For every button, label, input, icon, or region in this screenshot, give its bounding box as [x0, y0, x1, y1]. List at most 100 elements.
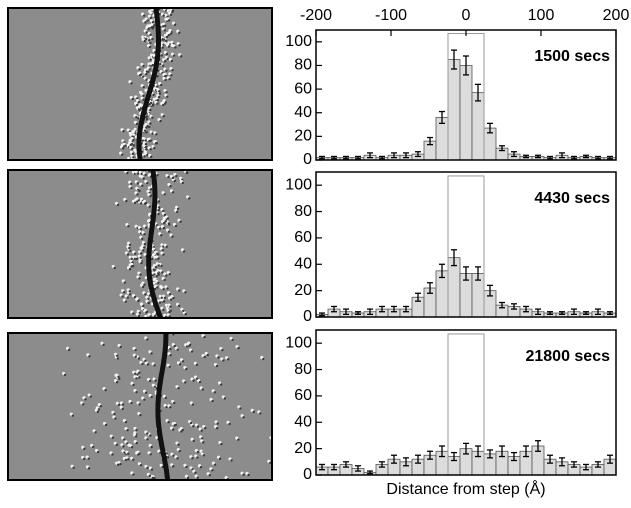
adatom-shadow	[169, 298, 173, 301]
adatom-shadow	[142, 85, 145, 89]
adatom-shadow	[148, 474, 152, 478]
adatom-shadow	[215, 364, 219, 368]
adatom-shadow	[213, 391, 216, 394]
adatom-shadow	[139, 107, 143, 110]
adatom-shadow	[185, 171, 189, 174]
adatom-shadow	[200, 437, 204, 440]
adatom-shadow	[142, 64, 145, 68]
error-bar	[427, 282, 433, 294]
adatom-shadow	[157, 206, 161, 209]
adatom-shadow	[133, 252, 137, 255]
adatom-shadow	[172, 465, 175, 468]
image-background	[8, 333, 272, 480]
adatom-shadow	[142, 304, 145, 308]
adatom-shadow	[200, 429, 203, 432]
error-bar	[535, 154, 541, 159]
adatom-shadow	[157, 264, 160, 267]
adatom-shadow	[164, 220, 167, 223]
adatom-shadow	[175, 174, 178, 178]
adatom-shadow	[104, 423, 108, 427]
adatom-shadow	[173, 23, 177, 26]
adatom-shadow	[148, 379, 152, 383]
adatom-shadow	[211, 399, 214, 403]
adatom-shadow	[196, 425, 200, 428]
error-bar	[607, 311, 613, 316]
adatom-shadow	[149, 41, 152, 44]
adatom-shadow	[181, 181, 185, 185]
error-bar	[523, 445, 529, 458]
adatom-shadow	[139, 273, 142, 276]
adatom-shadow	[174, 46, 177, 49]
adatom-shadow	[171, 235, 174, 238]
y-tick-label: 80	[294, 57, 312, 74]
adatom-shadow	[158, 92, 162, 95]
adatom-shadow	[135, 257, 139, 261]
error-bar	[415, 454, 421, 464]
image-panel	[8, 170, 272, 318]
adatom-shadow	[142, 246, 146, 249]
adatom-shadow	[155, 133, 158, 136]
error-bar	[487, 122, 493, 134]
adatom-shadow	[82, 457, 86, 461]
y-tick-label: 100	[285, 176, 312, 193]
error-bar	[583, 311, 589, 316]
y-tick-label: 40	[294, 104, 312, 121]
bar	[471, 92, 485, 161]
adatom-shadow	[167, 175, 170, 179]
adatom-shadow	[115, 381, 119, 384]
adatom-shadow	[203, 335, 206, 339]
adatom-shadow	[149, 148, 152, 151]
adatom-shadow	[126, 428, 129, 432]
y-tick-label: 20	[294, 282, 312, 299]
error-bar	[331, 463, 337, 471]
adatom-shadow	[166, 57, 170, 61]
adatom-shadow	[87, 467, 91, 470]
adatom-shadow	[121, 295, 124, 298]
adatom-shadow	[149, 122, 152, 125]
adatom-shadow	[192, 439, 195, 443]
adatom-shadow	[262, 357, 265, 361]
error-bar	[415, 292, 421, 302]
adatom-shadow	[136, 193, 139, 196]
adatom-shadow	[165, 39, 168, 43]
y-tick-label: 0	[303, 466, 312, 483]
error-bar	[463, 55, 469, 76]
adatom-shadow	[169, 353, 172, 357]
adatom-shadow	[114, 417, 117, 420]
error-bar	[475, 445, 481, 458]
adatom-shadow	[139, 227, 143, 231]
adatom-shadow	[198, 380, 202, 384]
adatom-shadow	[164, 74, 167, 78]
adatom-shadow	[177, 443, 180, 446]
adatom-shadow	[139, 202, 143, 205]
adatom-shadow	[202, 441, 205, 444]
adatom-shadow	[145, 78, 148, 81]
error-bar	[559, 152, 565, 159]
adatom-shadow	[137, 100, 141, 104]
adatom-shadow	[153, 273, 156, 276]
adatom-shadow	[124, 420, 128, 424]
adatom-shadow	[97, 408, 101, 411]
adatom-shadow	[154, 265, 158, 269]
adatom-shadow	[178, 31, 181, 34]
adatom-shadow	[157, 257, 160, 260]
adatom-shadow	[121, 407, 124, 411]
error-bar	[499, 301, 505, 309]
error-bar	[427, 136, 433, 146]
adatom-shadow	[195, 363, 199, 367]
adatom-shadow	[133, 201, 137, 205]
adatom-shadow	[190, 350, 194, 353]
adatom-shadow	[152, 268, 155, 271]
adatom-shadow	[185, 367, 188, 371]
adatom-shadow	[144, 21, 147, 24]
adatom-shadow	[164, 78, 167, 82]
adatom-shadow	[135, 441, 138, 445]
adatom-shadow	[134, 372, 137, 375]
adatom-shadow	[173, 179, 177, 183]
adatom-shadow	[182, 309, 185, 312]
adatom-shadow	[162, 288, 165, 291]
adatom-shadow	[146, 124, 149, 128]
adatom-shadow	[161, 64, 165, 67]
adatom-shadow	[167, 33, 171, 37]
